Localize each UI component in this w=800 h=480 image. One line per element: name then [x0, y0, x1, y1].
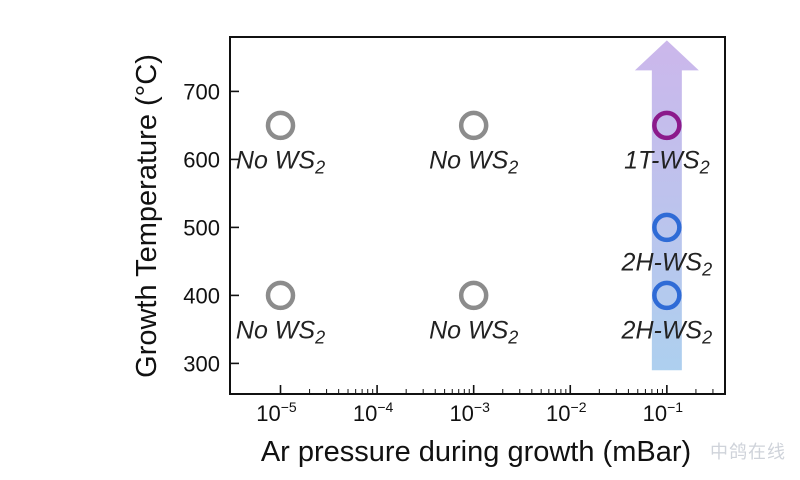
data-point — [652, 110, 682, 141]
point-label: No WS2 — [236, 146, 325, 177]
data-point — [652, 280, 682, 311]
y-tick-label: 700 — [183, 79, 220, 104]
arrow-shape — [634, 40, 699, 371]
y-tick-label: 500 — [183, 215, 220, 240]
data-point — [458, 280, 489, 311]
point-label: No WS2 — [429, 146, 518, 177]
y-tick-label: 400 — [183, 283, 220, 308]
point-annotations: No WS2 No WS2 1T-WS2 2H-WS2 No WS2 No WS2 2H-W… — [236, 146, 712, 347]
point-label: 2H-WS2 — [621, 316, 713, 347]
data-point — [265, 110, 296, 141]
y-axis-title: Growth Temperature (°C) — [131, 54, 163, 378]
x-axis-title: Ar pressure during growth (mBar) — [261, 436, 691, 468]
point-label: No WS2 — [236, 316, 325, 347]
plot-frame — [229, 36, 726, 395]
y-tick-label: 600 — [183, 147, 220, 172]
data-points — [265, 110, 682, 311]
data-point — [265, 280, 296, 311]
data-point — [652, 212, 682, 243]
temperature-arrow — [634, 40, 699, 371]
point-label: 2H-WS2 — [621, 248, 713, 279]
x-tick-label: 10−4 — [353, 399, 394, 426]
y-tick-label: 300 — [183, 351, 220, 376]
data-point — [458, 110, 489, 141]
x-tick-label: 10−3 — [449, 399, 490, 426]
x-tick-label: 10−2 — [546, 399, 587, 426]
point-label: 1T-WS2 — [624, 146, 710, 177]
y-axis-ticks: 300 400 500 600 700 — [183, 79, 239, 376]
x-tick-label: 10−5 — [256, 399, 297, 426]
point-label: No WS2 — [429, 316, 518, 347]
watermark: 中鸽在线 — [710, 442, 786, 463]
x-axis-ticks: 10−5 10−4 10−3 10−2 10−1 — [256, 385, 714, 426]
x-tick-label: 10−1 — [643, 399, 684, 426]
